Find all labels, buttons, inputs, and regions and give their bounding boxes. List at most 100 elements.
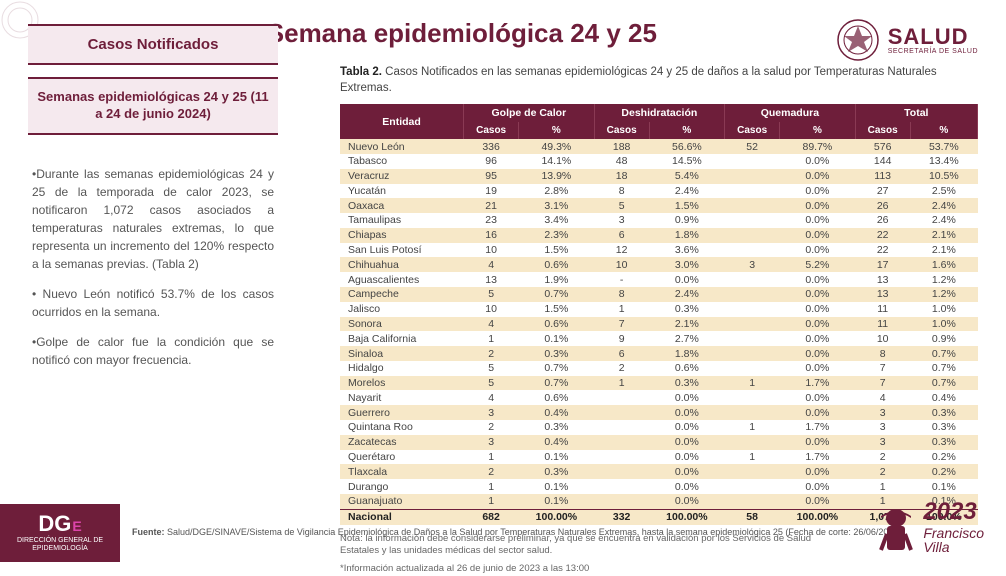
cell: 1.7% [780,376,855,391]
table-row: Tlaxcala20.3%0.0%0.0%20.2% [340,464,978,479]
table-row: Chihuahua40.6%103.0%35.2%171.6% [340,257,978,272]
cell: 9 [594,331,649,346]
cell: 0.0% [649,405,724,420]
cell: Morelos [340,376,464,391]
cell: 0.7% [519,287,594,302]
cell: 1 [725,376,780,391]
cell: 0.4% [519,435,594,450]
cell [594,450,649,465]
cell: 2.4% [649,184,724,199]
cell: 0.1% [910,479,977,494]
cell: 96 [464,154,519,169]
cell: 3.1% [519,198,594,213]
table-row: Zacatecas30.4%0.0%0.0%30.3% [340,435,978,450]
sidebar-p1: •Durante las semanas epidemiológicas 24 … [32,165,274,273]
cell: 0.0% [780,405,855,420]
cell [725,346,780,361]
cell: 1 [464,450,519,465]
cell [725,184,780,199]
cell: Guerrero [340,405,464,420]
cell: 8 [594,287,649,302]
table-row: Nayarit40.6%0.0%0.0%40.4% [340,390,978,405]
cell: 3 [725,257,780,272]
cell: 0.7% [910,361,977,376]
cell: 2.3% [519,228,594,243]
cell: 0.7% [519,376,594,391]
cell [594,405,649,420]
cell: Nuevo León [340,139,464,154]
th-entidad: Entidad [340,104,464,139]
salud-logo: SALUD SECRETARÍA DE SALUD [836,18,978,62]
table-title-bold: Tabla 2. [340,66,382,78]
cell: 1 [594,376,649,391]
cell: 11 [855,317,910,332]
th-casos: Casos [464,122,519,139]
cell: 0.9% [910,331,977,346]
cell: Jalisco [340,302,464,317]
cell [594,464,649,479]
villa-name1: Francisco [923,526,984,540]
cell: 1.5% [519,243,594,258]
cell: 2.1% [910,228,977,243]
cell: 2.7% [649,331,724,346]
cell [594,479,649,494]
cell: Tamaulipas [340,213,464,228]
cell: Querétaro [340,450,464,465]
cell [725,154,780,169]
table-row: Chiapas162.3%61.8%0.0%222.1% [340,228,978,243]
cell: 0.1% [519,331,594,346]
cell: 16 [464,228,519,243]
cell [725,390,780,405]
cell: 0.3% [910,435,977,450]
cell: 0.7% [519,361,594,376]
table-row: Campeche50.7%82.4%0.0%131.2% [340,287,978,302]
cell: 3 [855,405,910,420]
cell [725,435,780,450]
cell: 2 [464,420,519,435]
cell: 4 [855,390,910,405]
cell: 144 [855,154,910,169]
cell: 0.0% [780,479,855,494]
cell: 13.9% [519,169,594,184]
cell: 22 [855,243,910,258]
cell: 1 [725,450,780,465]
table-row: Sonora40.6%72.1%0.0%111.0% [340,317,978,332]
th-golpe: Golpe de Calor [464,104,595,122]
cell: 5 [464,361,519,376]
cell: 5 [594,198,649,213]
cell: 26 [855,198,910,213]
cell: 0.0% [780,287,855,302]
cell: 1.6% [910,257,977,272]
cell: 1.7% [780,420,855,435]
cell: Oaxaca [340,198,464,213]
dg-sub: DIRECCIÓN GENERAL DE EPIDEMIOLOGÍA [0,537,120,552]
th-casos: Casos [855,122,910,139]
cell [594,435,649,450]
cell: Nayarit [340,390,464,405]
cell: 2.5% [910,184,977,199]
cell: 3 [464,405,519,420]
cell: 0.0% [780,213,855,228]
cell: 1.8% [649,346,724,361]
cell: 13.4% [910,154,977,169]
cell: 5.2% [780,257,855,272]
cell: 3 [855,420,910,435]
cell: 2.4% [910,213,977,228]
cell: 3 [855,435,910,450]
cell [725,331,780,346]
salud-title: SALUD [888,26,978,48]
cell: 26 [855,213,910,228]
table-row: Hidalgo50.7%20.6%0.0%70.7% [340,361,978,376]
table-row: Nuevo León33649.3%18856.6%5289.7%57653.7… [340,139,978,154]
cell: 1.0% [910,317,977,332]
cell: 4 [464,390,519,405]
table-row: Sinaloa20.3%61.8%0.0%80.7% [340,346,978,361]
th-total: Total [855,104,977,122]
cell: 0.0% [780,361,855,376]
cell: 2.1% [649,317,724,332]
cell: 6 [594,346,649,361]
cell: 5 [464,287,519,302]
cell: 0.0% [780,346,855,361]
cell: 0.0% [780,228,855,243]
table-row: Oaxaca213.1%51.5%0.0%262.4% [340,198,978,213]
